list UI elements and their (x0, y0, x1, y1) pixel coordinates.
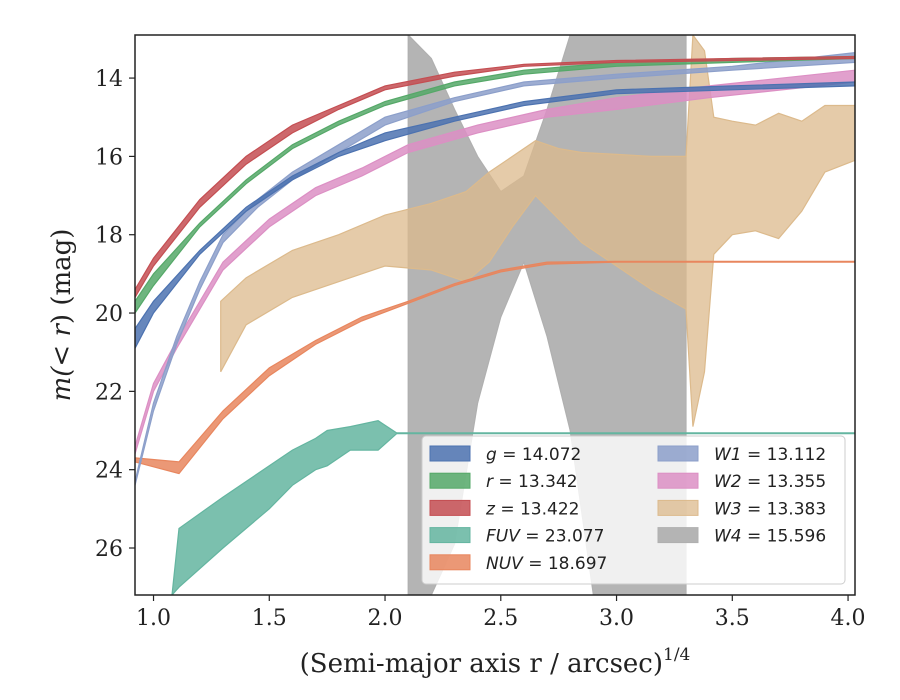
x-tick-label: 2.5 (483, 606, 518, 631)
legend-swatch-fuv (429, 527, 471, 544)
legend-swatch-w1 (657, 445, 699, 462)
y-tick-label: 26 (95, 537, 123, 562)
legend: g = 14.072 r = 13.342 z = 13.422 FUV = 23.0… (421, 435, 846, 585)
legend-swatch-w4 (657, 527, 699, 544)
legend-label-r: r = 13.342 (486, 472, 578, 492)
series-band-w2 (135, 69, 855, 455)
legend-swatch-w3 (657, 499, 699, 516)
legend-label-g: g = 14.072 (486, 445, 581, 465)
y-tick-label: 14 (95, 67, 123, 92)
legend-label-fuv: FUV = 23.077 (486, 527, 604, 547)
x-tick-label: 1.0 (136, 606, 171, 631)
legend-label-z: z = 13.422 (485, 499, 579, 519)
y-axis-label: m(< r) (mag) (47, 229, 77, 402)
legend-label-nuv: NUV = 18.697 (486, 554, 607, 574)
x-tick-label: 3.5 (715, 606, 750, 631)
y-tick-label: 24 (95, 459, 123, 484)
legend-label-w1: W1 = 13.112 (714, 445, 826, 465)
y-tick-label: 16 (95, 145, 123, 170)
y-tick-label: 20 (95, 302, 123, 327)
legend-swatch-g (429, 445, 471, 462)
x-tick-label: 2.0 (368, 606, 403, 631)
legend-swatch-nuv (429, 554, 471, 571)
x-tick-label: 1.5 (252, 606, 287, 631)
legend-swatch-w2 (657, 472, 699, 489)
legend-box (421, 435, 846, 585)
y-axis: 14 16 18 20 22 24 26 (95, 67, 135, 562)
y-tick-label: 18 (95, 224, 123, 249)
legend-label-w4: W4 = 15.596 (714, 527, 826, 547)
legend-label-w2: W2 = 13.355 (714, 472, 826, 492)
plot-frame (134, 34, 856, 596)
x-axis: 1.0 1.5 2.0 2.5 3.0 3.5 4.0 (136, 595, 866, 631)
x-axis-label: (Semi-major axis r / arcsec)1/4 (300, 645, 691, 679)
series-band-fuv (171, 420, 855, 595)
legend-swatch-z (429, 499, 471, 516)
series-band-w3 (220, 35, 855, 427)
legend-label-w3: W3 = 13.383 (714, 499, 826, 519)
series-band-r (135, 55, 855, 315)
series-band-g (135, 81, 855, 349)
x-tick-label: 4.0 (831, 606, 866, 631)
x-tick-label: 3.0 (599, 606, 634, 631)
series-band-z (135, 55, 855, 299)
y-tick-label: 22 (95, 380, 123, 405)
legend-swatch-r (429, 472, 471, 489)
series-band-nuv (135, 260, 855, 475)
